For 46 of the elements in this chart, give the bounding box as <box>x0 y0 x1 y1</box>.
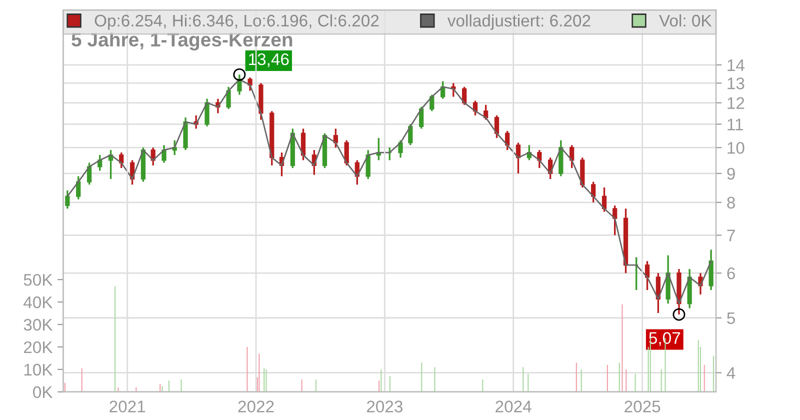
candlestick <box>226 86 231 110</box>
candlestick <box>300 128 306 162</box>
candlestick <box>248 76 252 92</box>
candlestick <box>494 114 500 139</box>
candlestick <box>408 123 413 146</box>
x-tick-label: 2025 <box>624 400 660 412</box>
y-tick-label: 0K <box>33 386 53 398</box>
y2-tick-label: 4 <box>726 367 736 379</box>
legend-label: volladjustiert: 6.202 <box>447 14 590 30</box>
candlestick <box>366 149 370 180</box>
y2-tick-label: 7 <box>727 230 735 242</box>
y2-tick-label: 11 <box>728 118 743 130</box>
y-tick-label: 50K <box>24 274 53 286</box>
candlestick <box>398 139 403 158</box>
candlestick <box>344 139 349 166</box>
y-tick-label: 40K <box>24 296 53 308</box>
candlestick <box>86 162 92 186</box>
legend-label: Vol: 0K <box>659 14 712 27</box>
x-tick-label: 2024 <box>496 400 532 412</box>
y2-tick-label: 13 <box>728 78 744 90</box>
x-tick-label: 2023 <box>366 400 402 412</box>
candlestick <box>505 130 510 151</box>
y2-tick-label: 10 <box>728 142 744 154</box>
y2-tick-label: 6 <box>727 267 735 280</box>
legend-label: Op:6.254, Hi:6.346, Lo:6.196, Cl:6.202 <box>94 14 379 30</box>
candlestick <box>162 144 166 164</box>
candlestick <box>65 190 70 210</box>
x-tick-label: 2022 <box>238 400 274 412</box>
candlestick <box>333 128 338 148</box>
candlestick <box>612 204 618 236</box>
candlestick <box>591 180 596 204</box>
candlestick <box>76 175 81 200</box>
y-tick-label: 30K <box>24 318 53 331</box>
y-tick-label: 20K <box>24 341 53 354</box>
x-tick-label: 2021 <box>110 400 146 412</box>
y2-tick-label: 8 <box>727 196 735 209</box>
text: 5 Jahre, 1-Tages-Kerzen <box>72 32 292 50</box>
candlestick <box>419 106 424 130</box>
candlestick <box>644 260 650 291</box>
y2-tick-label: 14 <box>728 59 744 71</box>
candlestick <box>204 98 210 128</box>
annotation: 5,07 <box>649 332 680 346</box>
y2-tick-label: 5 <box>727 312 735 324</box>
y2-tick-label: 9 <box>727 168 735 180</box>
y2-tick-label: 12 <box>728 97 744 109</box>
y-tick-label: 10K <box>24 364 53 376</box>
